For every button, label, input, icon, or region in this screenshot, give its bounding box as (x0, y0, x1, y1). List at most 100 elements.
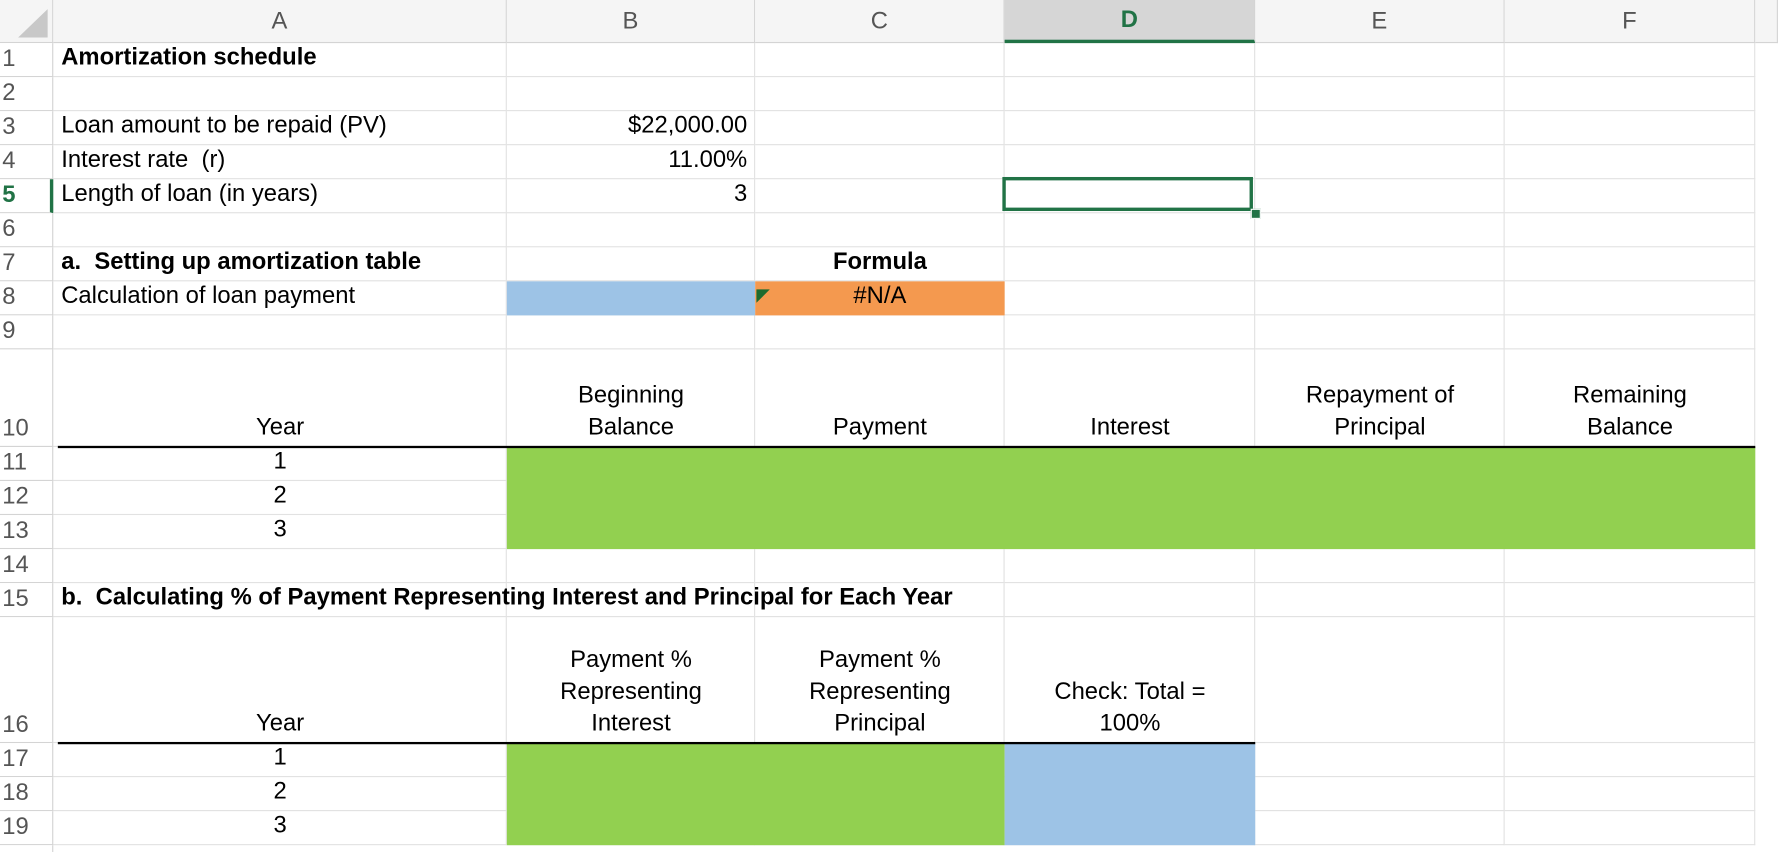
grid-cell (506, 77, 756, 112)
row-header[interactable]: 3 (0, 111, 54, 146)
cell-text: Year (256, 710, 305, 737)
grid-cell (1255, 247, 1505, 282)
grid-cell (53, 77, 507, 112)
grid-cell (1504, 247, 1756, 282)
column-header[interactable]: E (1255, 0, 1505, 44)
grid-cell (1504, 777, 1756, 812)
cell-text: 3 (733, 180, 748, 207)
table-fill (506, 446, 1756, 550)
column-header-filler (1755, 0, 1778, 44)
grid-cell (1504, 145, 1756, 180)
grid-cell (506, 111, 756, 146)
cell-text: Remaining Balance (1573, 382, 1687, 441)
row-header[interactable]: 19 (0, 811, 54, 846)
grid-cell (1255, 281, 1505, 316)
row-header[interactable]: 1 (0, 43, 54, 78)
column-header[interactable]: D (1004, 0, 1256, 44)
row-header[interactable]: 16 (0, 617, 54, 744)
fill-handle[interactable] (1250, 208, 1261, 219)
row-header[interactable]: 8 (0, 281, 54, 316)
row-header[interactable]: 4 (0, 145, 54, 180)
grid-cell (1004, 213, 1256, 248)
cell-text: Amortization schedule (61, 44, 317, 71)
row-header[interactable]: 17 (0, 743, 54, 778)
grid-cell (1504, 549, 1756, 584)
grid-cell (1504, 617, 1756, 744)
grid-cell (1255, 43, 1505, 78)
grid-cell (1504, 583, 1756, 618)
row-header[interactable]: 11 (0, 446, 54, 482)
row-header[interactable]: 5 (0, 179, 54, 214)
grid-cell (53, 446, 507, 482)
grid-cell (1004, 281, 1256, 316)
grid-cell (53, 179, 507, 214)
row-header[interactable]: 12 (0, 481, 54, 516)
column-header[interactable]: C (755, 0, 1005, 44)
grid-cell (1004, 145, 1256, 180)
grid-cell (506, 549, 756, 584)
grid-cell (1504, 315, 1756, 350)
grid-cell (1504, 179, 1756, 214)
row-header[interactable]: 7 (0, 247, 54, 282)
grid-cell (1504, 77, 1756, 112)
row-header[interactable]: 6 (0, 213, 54, 248)
grid-cell (1004, 179, 1256, 214)
grid-cell (53, 481, 507, 516)
grid-cell (1255, 743, 1505, 778)
grid-cell (1255, 315, 1505, 350)
cell-text: Formula (832, 248, 927, 275)
column-header[interactable]: A (53, 0, 507, 44)
grid-cell (755, 315, 1005, 350)
grid-cell (506, 179, 756, 214)
cell-text: Interest rate (r) (61, 146, 226, 173)
grid-cell (1255, 77, 1505, 112)
cell-text: $22,000.00 (628, 112, 748, 139)
grid-cell (53, 213, 507, 248)
grid-cell (53, 549, 507, 584)
grid-cell (755, 43, 1005, 78)
grid-cell (1004, 315, 1256, 350)
grid-cell (506, 145, 756, 180)
grid-cell (1255, 549, 1505, 584)
cell-text: a. Setting up amortization table (61, 248, 422, 275)
grid-cell (755, 77, 1005, 112)
grid-cell (53, 743, 507, 778)
column-header[interactable]: F (1504, 0, 1756, 44)
input-fill (506, 281, 756, 316)
table-border (57, 445, 1756, 449)
grid-cell (1504, 811, 1756, 846)
cell-text: 3 (273, 516, 287, 543)
row-header (0, 845, 54, 852)
row-header[interactable]: 18 (0, 777, 54, 812)
row-header[interactable]: 2 (0, 77, 54, 112)
row-header[interactable]: 9 (0, 315, 54, 350)
row-header[interactable]: 13 (0, 515, 54, 550)
grid-cell (53, 111, 507, 146)
grid-cell (1255, 583, 1505, 618)
select-all-corner[interactable] (0, 0, 54, 44)
column-header[interactable]: B (506, 0, 756, 44)
grid-cell (506, 43, 756, 78)
grid-cell (1004, 43, 1256, 78)
selected-cell[interactable] (1002, 176, 1253, 212)
grid-cell (1004, 111, 1256, 146)
grid-cell (1004, 247, 1256, 282)
grid-cell (1004, 77, 1256, 112)
row-header[interactable]: 15 (0, 583, 54, 618)
row-header[interactable]: 10 (0, 349, 54, 447)
grid-cell (53, 583, 507, 618)
cell-text: Repayment of Principal (1305, 382, 1455, 441)
grid-cell (755, 179, 1005, 214)
grid-cell (53, 281, 507, 316)
grid-cell (506, 583, 756, 618)
cell-text: Calculation of loan payment (61, 282, 356, 309)
grid-cell (1255, 179, 1505, 214)
grid-cell (755, 111, 1005, 146)
row-header[interactable]: 14 (0, 549, 54, 584)
grid-cell (1255, 145, 1505, 180)
cell-text: Payment % Representing Interest (560, 646, 702, 737)
cell-text: b. Calculating % of Payment Representing… (61, 584, 953, 611)
grid-cell (1004, 583, 1256, 618)
grid-cell (755, 213, 1005, 248)
grid-cell (1255, 617, 1505, 744)
